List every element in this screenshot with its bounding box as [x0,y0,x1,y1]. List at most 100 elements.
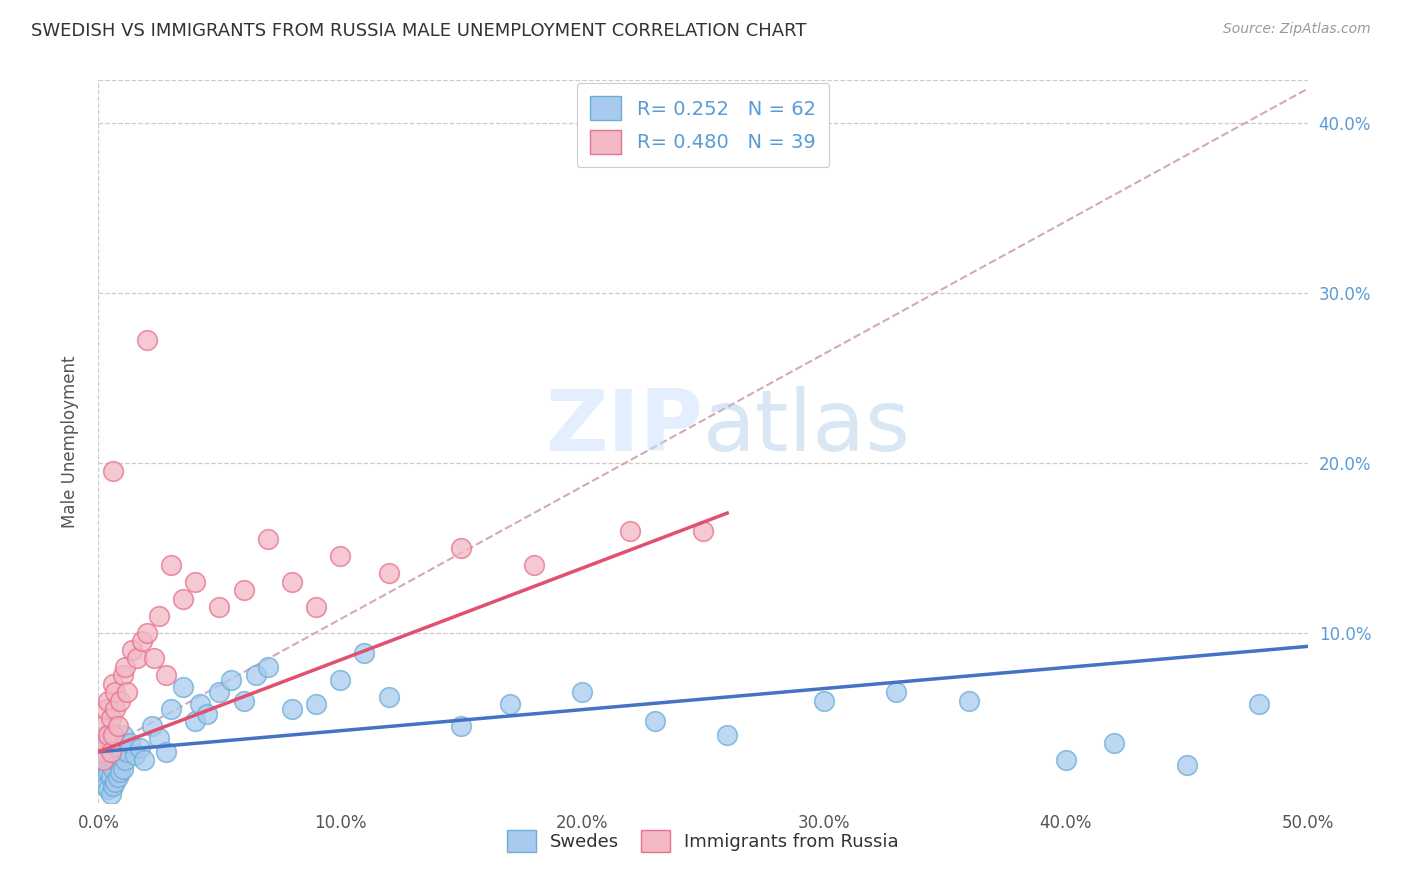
Point [117,685,139,699]
Point [104,753,127,767]
Point [100,711,122,725]
Point [111,728,134,742]
Point [450,719,472,733]
Point [108,765,131,780]
Point [135,334,157,348]
Point [141,719,163,733]
Point [108,741,131,756]
Point [886,685,908,699]
Point [692,524,714,538]
Point [101,728,124,742]
Point [1249,697,1271,711]
Point [221,673,243,688]
Point [117,745,139,759]
Point [104,685,127,699]
Text: ZIP: ZIP [546,385,703,468]
Point [128,741,150,756]
Point [571,685,593,699]
Point [188,697,211,711]
Point [114,753,136,767]
Point [184,574,207,589]
Point [97,782,120,797]
Point [101,736,124,750]
Point [1175,758,1198,772]
Point [94,736,117,750]
Point [208,685,231,699]
Point [245,668,267,682]
Point [813,694,835,708]
Point [160,702,183,716]
Point [498,697,520,711]
Point [127,651,149,665]
Point [91,770,114,784]
Point [104,702,127,716]
Point [100,787,122,801]
Point [208,600,231,615]
Point [101,762,124,776]
Point [523,558,546,572]
Point [104,731,127,746]
Point [94,702,117,716]
Point [108,694,131,708]
Point [107,748,129,763]
Point [91,719,114,733]
Point [107,719,129,733]
Point [281,574,304,589]
Point [644,714,666,729]
Point [100,745,122,759]
Point [148,731,170,746]
Point [377,566,399,581]
Point [450,541,472,555]
Point [101,677,124,691]
Point [256,660,278,674]
Point [107,770,129,784]
Point [232,694,254,708]
Point [172,591,194,606]
Point [160,558,183,572]
Point [100,758,122,772]
Point [94,728,117,742]
Point [111,762,134,776]
Point [148,608,170,623]
Point [91,753,114,767]
Text: SWEDISH VS IMMIGRANTS FROM RUSSIA MALE UNEMPLOYMENT CORRELATION CHART: SWEDISH VS IMMIGRANTS FROM RUSSIA MALE U… [31,22,807,40]
Point [97,765,120,780]
Point [114,660,136,674]
Text: atlas: atlas [703,385,911,468]
Point [195,707,218,722]
Point [104,775,127,789]
Point [716,728,738,742]
Point [97,694,120,708]
Point [121,642,143,657]
Point [1054,753,1077,767]
Point [101,464,124,478]
Point [94,745,117,759]
Point [101,779,124,793]
Point [155,745,177,759]
Point [256,533,278,547]
Point [90,745,112,759]
Legend: Swedes, Immigrants from Russia: Swedes, Immigrants from Russia [499,822,907,859]
Text: Source: ZipAtlas.com: Source: ZipAtlas.com [1223,22,1371,37]
Point [377,690,399,705]
Point [957,694,980,708]
Point [1102,736,1125,750]
Point [329,673,352,688]
Point [184,714,207,729]
Point [97,731,120,746]
Point [131,634,153,648]
Point [135,625,157,640]
Point [305,600,328,615]
Point [172,680,194,694]
Point [97,748,120,763]
Point [155,668,177,682]
Point [134,753,156,767]
Point [619,524,641,538]
Point [143,651,166,665]
Point [97,728,120,742]
Y-axis label: Male Unemployment: Male Unemployment [60,355,79,528]
Point [94,779,117,793]
Point [90,762,112,776]
Point [111,668,134,682]
Point [118,736,141,750]
